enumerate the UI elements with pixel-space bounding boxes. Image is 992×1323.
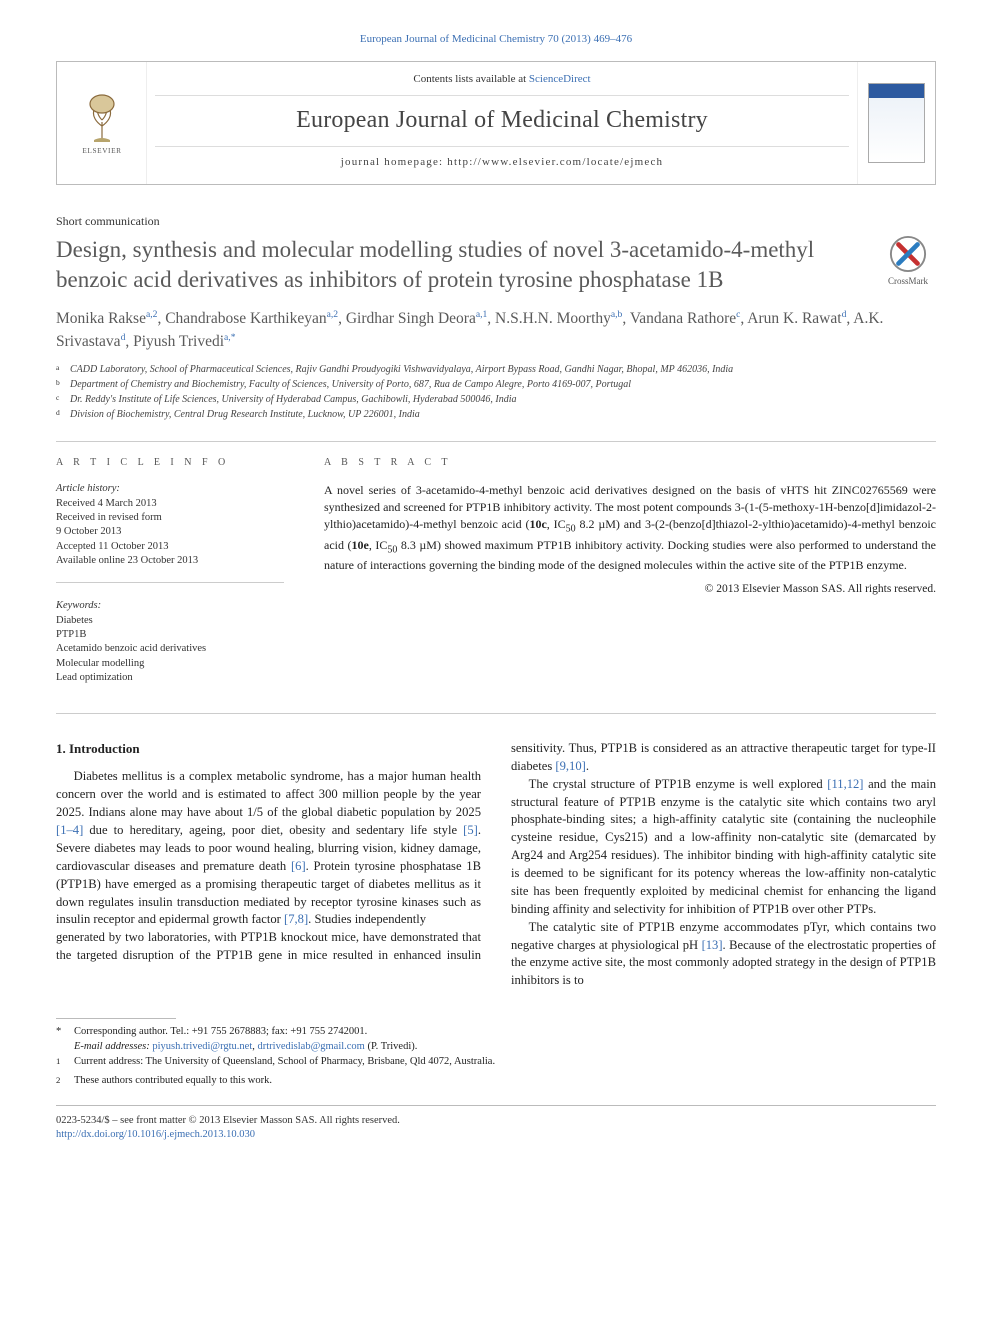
- article-info-column: A R T I C L E I N F O Article history: R…: [56, 456, 284, 701]
- history-line: Received in revised form: [56, 511, 284, 525]
- body-paragraph: The catalytic site of PTP1B enzyme accom…: [511, 919, 936, 991]
- history-line: 9 October 2013: [56, 525, 284, 539]
- cover-thumb-cell: [857, 62, 935, 184]
- front-matter-line: 0223-5234/$ – see front matter © 2013 El…: [56, 1114, 936, 1128]
- body-paragraph: Diabetes mellitus is a complex metabolic…: [56, 768, 481, 929]
- keywords-block: Keywords: DiabetesPTP1BAcetamido benzoic…: [56, 599, 284, 685]
- svg-text:ELSEVIER: ELSEVIER: [82, 146, 121, 155]
- contents-prefix: Contents lists available at: [413, 73, 528, 85]
- history-line: Available online 23 October 2013: [56, 554, 284, 568]
- author-email-link[interactable]: piyush.trivedi@rgtu.net: [152, 1041, 252, 1052]
- page-footer: 0223-5234/$ – see front matter © 2013 El…: [56, 1105, 936, 1142]
- crossmark-label: CrossMark: [888, 276, 928, 286]
- contents-lists-line: Contents lists available at ScienceDirec…: [155, 72, 849, 96]
- article-type: Short communication: [56, 213, 936, 229]
- affiliations: aCADD Laboratory, School of Pharmaceutic…: [56, 363, 936, 423]
- article-history-head: Article history:: [56, 482, 284, 496]
- affiliation-row: dDivision of Biochemistry, Central Drug …: [56, 408, 936, 423]
- history-line: Received 4 March 2013: [56, 497, 284, 511]
- author-list: Monika Raksea,2, Chandrabose Karthikeyan…: [56, 308, 936, 353]
- article-info-head: A R T I C L E I N F O: [56, 456, 284, 470]
- elsevier-tree-logo: ELSEVIER: [72, 90, 132, 156]
- journal-homepage-line: journal homepage: http://www.elsevier.co…: [155, 146, 849, 170]
- footnotes: * Corresponding author. Tel.: +91 755 267…: [56, 1018, 936, 1093]
- keyword: PTP1B: [56, 628, 284, 642]
- footnote-mark: 2: [56, 1074, 68, 1093]
- footnote-text: Current address: The University of Queen…: [74, 1055, 495, 1074]
- author-email-link[interactable]: drtrivedislab@gmail.com: [258, 1041, 365, 1052]
- corresponding-author-note: Corresponding author. Tel.: +91 755 2678…: [74, 1025, 367, 1040]
- keyword: Lead optimization: [56, 671, 284, 685]
- affiliation-row: cDr. Reddy's Institute of Life Sciences,…: [56, 393, 936, 408]
- abstract-column: A B S T R A C T A novel series of 3-acet…: [324, 456, 936, 701]
- keywords-head: Keywords:: [56, 599, 284, 613]
- keyword: Acetamido benzoic acid derivatives: [56, 642, 284, 656]
- body-paragraph: The crystal structure of PTP1B enzyme is…: [511, 776, 936, 919]
- publisher-logo-cell: ELSEVIER: [57, 62, 147, 184]
- divider: [56, 713, 936, 714]
- footnote-mark: 1: [56, 1055, 68, 1074]
- section-heading-introduction: 1. Introduction: [56, 740, 481, 758]
- doi-link[interactable]: http://dx.doi.org/10.1016/j.ejmech.2013.…: [56, 1129, 255, 1140]
- citation-line: European Journal of Medicinal Chemistry …: [56, 32, 936, 47]
- journal-masthead: ELSEVIER Contents lists available at Sci…: [56, 61, 936, 185]
- journal-cover-thumbnail: [868, 83, 925, 163]
- affiliation-row: aCADD Laboratory, School of Pharmaceutic…: [56, 363, 936, 378]
- homepage-prefix: journal homepage:: [341, 156, 448, 168]
- journal-homepage-link[interactable]: http://www.elsevier.com/locate/ejmech: [447, 156, 663, 168]
- crossmark-icon: [889, 235, 927, 273]
- journal-title: European Journal of Medicinal Chemistry: [155, 104, 849, 136]
- abstract-head: A B S T R A C T: [324, 456, 936, 470]
- body-columns: 1. Introduction Diabetes mellitus is a c…: [56, 740, 936, 990]
- masthead-center: Contents lists available at ScienceDirec…: [147, 62, 857, 184]
- history-line: Accepted 11 October 2013: [56, 540, 284, 554]
- footnote-text: These authors contributed equally to thi…: [74, 1074, 272, 1093]
- affiliation-row: bDepartment of Chemistry and Biochemistr…: [56, 378, 936, 393]
- article-history-block: Article history: Received 4 March 2013Re…: [56, 482, 284, 583]
- footnote-rule: [56, 1018, 176, 1019]
- abstract-copyright: © 2013 Elsevier Masson SAS. All rights r…: [324, 582, 936, 598]
- abstract-body: A novel series of 3-acetamido-4-methyl b…: [324, 482, 936, 574]
- sciencedirect-link[interactable]: ScienceDirect: [529, 73, 591, 85]
- article-title: Design, synthesis and molecular modellin…: [56, 235, 856, 294]
- email-line: E-mail addresses: piyush.trivedi@rgtu.ne…: [74, 1040, 417, 1055]
- keyword: Molecular modelling: [56, 657, 284, 671]
- divider: [56, 441, 936, 442]
- keyword: Diabetes: [56, 614, 284, 628]
- corresponding-mark: *: [56, 1025, 68, 1040]
- crossmark-badge[interactable]: CrossMark: [880, 235, 936, 287]
